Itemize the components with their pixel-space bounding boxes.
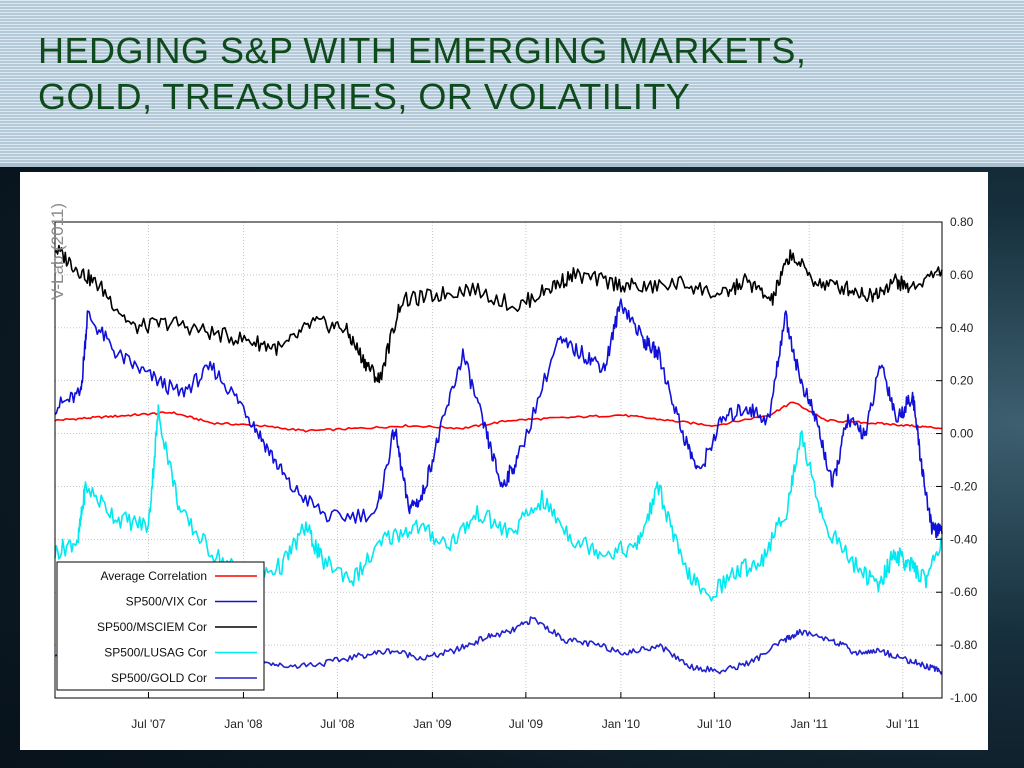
x-tick-label: Jan '10	[602, 717, 641, 731]
y-tick-label: 0.80	[950, 215, 974, 229]
legend: Average Correlation SP500/VIX Cor SP500/MS…	[56, 561, 265, 691]
x-tick-label: Jan '08	[224, 717, 263, 731]
x-tick-label: Jul '08	[320, 717, 355, 731]
legend-label: SP500/LUSAG Cor	[104, 646, 207, 660]
y-tick-label: -0.80	[950, 638, 978, 652]
legend-label: Average Correlation	[100, 569, 207, 583]
y-tick-label: -1.00	[950, 691, 978, 705]
y-tick-label: 0.20	[950, 374, 974, 388]
y-tick-label: -0.20	[950, 479, 978, 493]
legend-label: SP500/MSCIEM Cor	[97, 620, 207, 634]
x-tick-label: Jul '10	[697, 717, 732, 731]
x-tick-label: Jul '11	[886, 717, 920, 731]
x-tick-label: Jul '07	[131, 717, 166, 731]
x-tick-label: Jul '09	[509, 717, 544, 731]
legend-label: SP500/GOLD Cor	[111, 671, 207, 685]
legend-box	[56, 561, 265, 691]
legend-label: SP500/VIX Cor	[126, 595, 207, 609]
y-tick-label: 0.60	[950, 268, 974, 282]
series-line-4	[54, 404, 943, 602]
series-line-3	[54, 244, 943, 384]
y-axis: 0.80 0.60 0.40 0.20 0.00 -0.20 -0.40 -0.60 -0.80…	[936, 215, 978, 705]
chart-frame: 0.80 0.60 0.40 0.20 0.00 -0.20 -0.40 -0.60 -0.80…	[20, 172, 988, 750]
correlation-chart: 0.80 0.60 0.40 0.20 0.00 -0.20 -0.40 -0.60 -0.80…	[54, 215, 978, 731]
title-bar: HEDGING S&P WITH EMERGING MARKETS, GOLD,…	[0, 0, 1024, 167]
x-axis: Jul '07 Jan '08 Jul '08 Jan '09 Jul '09 Jan '…	[131, 692, 920, 731]
y-tick-label: -0.60	[950, 585, 978, 599]
series-line-2	[54, 298, 943, 539]
y-tick-label: 0.00	[950, 427, 974, 441]
slide-title: HEDGING S&P WITH EMERGING MARKETS, GOLD,…	[38, 30, 807, 117]
x-tick-label: Jan '09	[413, 717, 452, 731]
x-tick-label: Jan '11	[791, 717, 829, 731]
y-tick-label: 0.40	[950, 321, 974, 335]
y-tick-label: -0.40	[950, 532, 978, 546]
plot-border	[54, 221, 943, 699]
chart-watermark: V-Lab (2011)	[48, 202, 67, 300]
